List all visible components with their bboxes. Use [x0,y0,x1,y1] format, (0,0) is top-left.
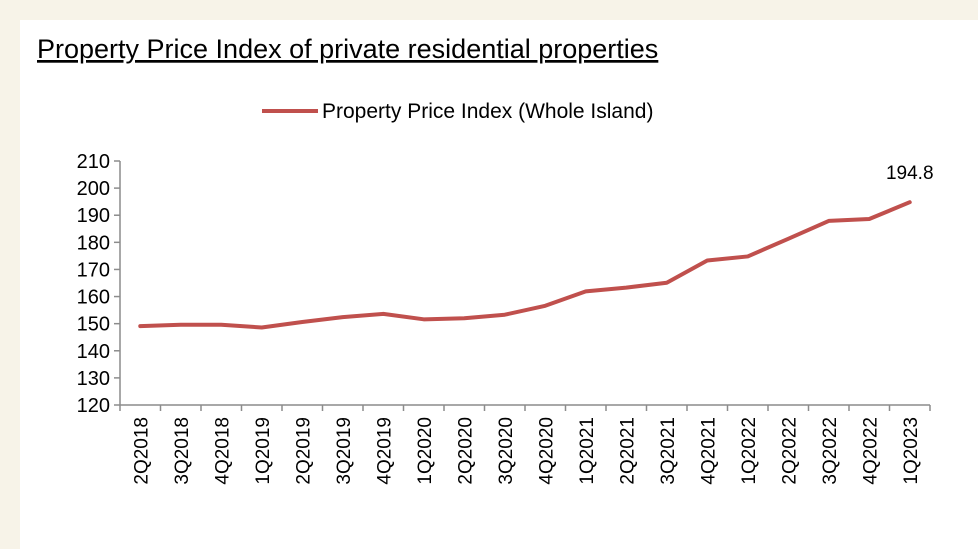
x-tick-label: 1Q2021 [577,417,598,485]
chart-panel [20,20,978,549]
x-tick-label: 3Q2021 [658,417,679,485]
x-tick-label: 2Q2018 [131,417,152,485]
y-tick-label: 170 [77,259,110,281]
y-tick-label: 190 [77,205,110,227]
data-label: 194.8 [886,163,934,184]
chart-title: Property Price Index of private resident… [37,34,658,64]
x-tick-label: 3Q2022 [820,417,841,485]
x-tick-label: 2Q2020 [455,417,476,485]
x-tick-label: 2Q2021 [617,417,638,485]
line-series [138,200,912,330]
x-tick-label: 1Q2020 [415,417,436,485]
x-tick-label: 3Q2019 [334,417,355,485]
x-tick-label: 4Q2018 [212,417,233,485]
x-tick-label: 1Q2023 [901,417,922,485]
y-tick-label: 140 [77,341,110,363]
x-tick-label: 4Q2020 [536,417,557,485]
x-tick-label: 4Q2022 [860,417,881,485]
x-tick-label: 3Q2018 [172,417,193,485]
y-tick-label: 130 [77,368,110,390]
x-tick-label: 2Q2022 [779,417,800,485]
y-tick-label: 120 [77,395,110,417]
y-tick-label: 150 [77,314,110,336]
y-tick-label: 180 [77,232,110,254]
x-tick-label: 1Q2022 [739,417,760,485]
x-tick-label: 2Q2019 [293,417,314,485]
y-tick-label: 160 [77,287,110,309]
legend-label: Property Price Index (Whole Island) [322,100,653,123]
x-tick-label: 3Q2020 [496,417,517,485]
y-tick-label: 200 [77,178,110,200]
x-tick-label: 1Q2019 [253,417,274,485]
x-tick-label: 4Q2019 [374,417,395,485]
x-tick-label: 4Q2021 [698,417,719,485]
y-tick-label: 210 [77,151,110,173]
